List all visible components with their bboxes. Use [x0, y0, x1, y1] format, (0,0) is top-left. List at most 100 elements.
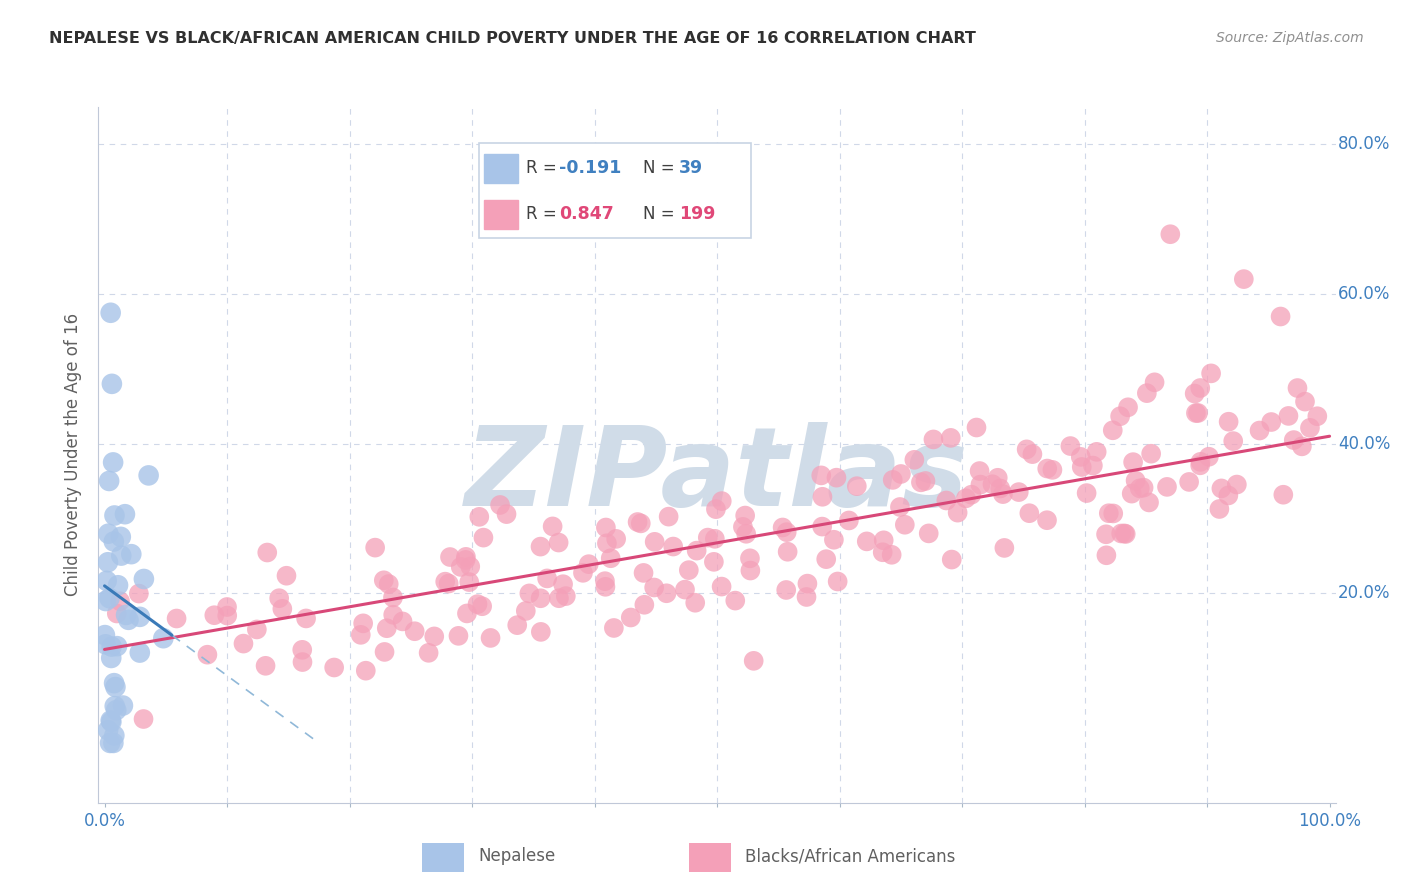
Point [1211, 482, 1233, 496]
Point [391, 615, 413, 629]
Point [731, 520, 754, 534]
Point [1218, 488, 1240, 502]
Point [969, 464, 991, 478]
Point [517, 586, 540, 600]
Text: 20.0%: 20.0% [1339, 584, 1391, 602]
Point [1178, 475, 1201, 489]
Point [960, 488, 983, 502]
Point [354, 664, 377, 678]
Point [98, 736, 121, 750]
Point [115, 607, 138, 622]
Point [1222, 434, 1244, 449]
Point [1076, 486, 1098, 500]
Point [1095, 527, 1118, 541]
Point [873, 533, 896, 548]
Point [471, 599, 494, 614]
Point [352, 616, 374, 631]
Point [845, 479, 868, 493]
Point [1114, 526, 1136, 541]
Point [1081, 458, 1104, 473]
Point [94, 628, 117, 642]
Point [1085, 445, 1108, 459]
Point [108, 594, 131, 608]
Point [796, 576, 818, 591]
FancyBboxPatch shape [484, 153, 517, 183]
Point [489, 498, 512, 512]
Point [704, 502, 727, 516]
Point [1189, 381, 1212, 395]
Point [703, 532, 725, 546]
Point [1136, 386, 1159, 401]
Point [100, 714, 122, 728]
Point [547, 535, 569, 549]
Point [439, 549, 461, 564]
Point [1021, 447, 1043, 461]
Point [132, 572, 155, 586]
Point [1059, 439, 1081, 453]
Point [447, 629, 470, 643]
Point [655, 586, 678, 600]
Point [554, 589, 576, 603]
Point [479, 631, 502, 645]
Point [1226, 477, 1249, 491]
Point [1095, 549, 1118, 563]
Point [103, 676, 125, 690]
Point [922, 433, 945, 447]
Point [103, 508, 125, 523]
Point [685, 543, 707, 558]
Point [1070, 460, 1092, 475]
Point [100, 306, 122, 320]
Text: -0.191: -0.191 [560, 159, 621, 178]
Point [772, 520, 794, 534]
Point [738, 551, 761, 566]
Point [630, 516, 652, 531]
Point [105, 639, 128, 653]
Point [458, 575, 481, 590]
FancyBboxPatch shape [484, 201, 517, 229]
Point [166, 611, 188, 625]
Text: 39: 39 [679, 159, 703, 178]
Point [291, 642, 314, 657]
Point [454, 549, 477, 564]
Point [197, 648, 219, 662]
Point [128, 586, 150, 600]
Point [1187, 406, 1209, 420]
Point [599, 551, 621, 566]
Point [658, 509, 681, 524]
Point [1185, 406, 1208, 420]
Point [450, 560, 472, 574]
Text: 60.0%: 60.0% [1339, 285, 1391, 303]
Point [894, 517, 917, 532]
Point [644, 534, 666, 549]
Point [855, 534, 877, 549]
Point [1008, 485, 1031, 500]
Point [595, 580, 617, 594]
Point [827, 574, 849, 589]
Point [472, 531, 495, 545]
Point [815, 552, 838, 566]
Point [825, 470, 848, 484]
Point [988, 482, 1011, 496]
Point [1125, 474, 1147, 488]
Point [107, 578, 129, 592]
Point [596, 536, 619, 550]
Text: 40.0%: 40.0% [1339, 434, 1391, 453]
Point [111, 698, 134, 713]
Point [217, 608, 239, 623]
Point [364, 541, 387, 555]
Point [104, 680, 127, 694]
Text: Source: ZipAtlas.com: Source: ZipAtlas.com [1216, 31, 1364, 45]
Point [1036, 513, 1059, 527]
Point [1282, 433, 1305, 447]
Point [626, 515, 648, 529]
Point [1121, 486, 1143, 500]
Point [246, 623, 269, 637]
Point [94, 594, 117, 608]
Point [100, 714, 122, 729]
Text: ZIPatlas: ZIPatlas [465, 422, 969, 529]
Point [1218, 415, 1240, 429]
Point [1102, 507, 1125, 521]
Point [536, 571, 558, 585]
Point [374, 645, 396, 659]
Point [1098, 506, 1121, 520]
